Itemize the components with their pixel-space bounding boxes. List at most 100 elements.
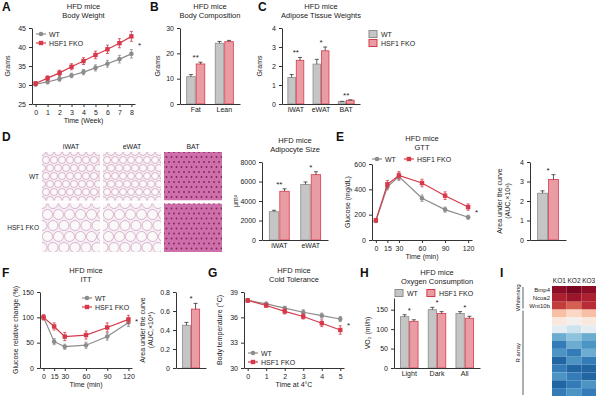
cell-nucleus — [181, 196, 183, 198]
adipocyte — [98, 232, 101, 242]
y-axis-title: Area under the curve — [496, 168, 503, 233]
cell-nucleus — [173, 181, 175, 183]
cell-nucleus — [206, 166, 208, 168]
cell-nucleus — [166, 186, 168, 188]
x-tick-mark — [445, 240, 446, 243]
error-bar — [53, 339, 56, 345]
y-axis: 2530354045 — [18, 25, 32, 108]
cell-nucleus — [166, 218, 168, 220]
bar — [269, 212, 278, 240]
cell-nucleus — [208, 233, 210, 235]
cell-nucleus — [166, 208, 168, 210]
y-tick-label: 20 — [166, 50, 174, 57]
adipocyte — [92, 221, 100, 231]
adipocyte — [136, 157, 143, 164]
adipocyte — [156, 197, 162, 201]
adipocyte — [109, 243, 119, 253]
cell-nucleus — [216, 228, 218, 230]
y-tick: 30 — [166, 25, 180, 32]
error-bar — [315, 59, 319, 64]
x-axis: 015306090120 — [373, 240, 475, 252]
adipocyte — [81, 221, 91, 231]
cell-nucleus — [168, 204, 170, 205]
data-point — [81, 70, 86, 75]
cell-nucleus — [218, 171, 220, 173]
column-label: eWAT — [123, 143, 142, 150]
x-tick-label: 120 — [463, 245, 475, 252]
x-tick: 5 — [339, 368, 343, 380]
x-tick-mark — [107, 368, 108, 371]
column-label: KO2 — [567, 277, 580, 284]
data-point — [84, 333, 88, 337]
cell-nucleus — [186, 228, 188, 230]
data-point — [443, 207, 448, 212]
legend: WTHSF1 FKO — [82, 295, 130, 311]
legend-label: WT — [261, 350, 273, 357]
adipocyte — [70, 243, 80, 253]
y-tick-mark — [527, 162, 530, 163]
bar — [400, 317, 408, 368]
chart: 02000400060008000iWATeWATμm²HFD miceAdip… — [232, 136, 329, 249]
image-background — [42, 204, 100, 253]
y-tick: 0.6 — [160, 308, 176, 315]
adipocyte — [70, 204, 80, 209]
panel-letter: F — [2, 266, 9, 280]
x-tick-mark — [65, 368, 66, 371]
y-tick-label: 3 — [520, 178, 524, 185]
x-tick-mark — [340, 368, 341, 371]
cell-nucleus — [168, 161, 170, 163]
adipocyte — [47, 181, 54, 188]
cell-nucleus — [206, 228, 208, 230]
x-axis — [531, 240, 567, 241]
y-tick: 30 — [18, 82, 32, 89]
cell-nucleus — [206, 218, 208, 220]
x-tick-mark — [72, 104, 73, 107]
x-tick-label: 90 — [104, 373, 112, 380]
adipocyte — [87, 197, 94, 201]
x-axis-title: Time (Week) — [64, 117, 104, 125]
adipocyte — [131, 243, 141, 253]
plot-area — [187, 40, 234, 104]
x-tick-label: eWAT — [301, 242, 320, 249]
cell-nucleus — [218, 213, 220, 215]
cell-nucleus — [216, 208, 218, 210]
cell-nucleus — [216, 218, 218, 220]
row-label: WT — [29, 173, 39, 180]
x-tick-label: 30 — [396, 245, 404, 252]
x-tick: BAT — [340, 106, 354, 113]
data-point — [466, 215, 471, 220]
error-bar — [118, 55, 121, 63]
bar — [296, 60, 304, 104]
adipocyte — [95, 181, 101, 188]
cell-nucleus — [171, 176, 173, 178]
adipocyte — [109, 204, 119, 209]
y-axis-title: Grams — [256, 55, 263, 77]
cell-nucleus — [218, 161, 220, 163]
error-bar — [194, 303, 198, 309]
x-tick-mark — [422, 240, 423, 243]
cell-nucleus — [173, 223, 175, 225]
x-tick-label: Lean — [216, 106, 232, 113]
cell-nucleus — [208, 204, 210, 205]
chart: 01234Area under the curve(AUC,×10³)* — [496, 159, 567, 244]
legend-label: WT — [95, 295, 107, 302]
cell-nucleus — [208, 223, 210, 225]
adipocyte — [112, 189, 119, 196]
y-tick-mark — [369, 164, 372, 165]
heatmap-cell — [567, 388, 582, 396]
cell-nucleus — [166, 238, 168, 240]
chart-title: Adipose Tissue Weights — [281, 11, 361, 20]
bar — [538, 193, 548, 240]
y-tick: 35 — [18, 63, 32, 70]
data-point — [246, 298, 250, 302]
plot-area — [400, 307, 473, 368]
cell-nucleus — [186, 166, 188, 168]
adipocyte — [124, 165, 131, 172]
cell-nucleus — [203, 161, 205, 163]
cell-nucleus — [171, 208, 173, 210]
y-tick-mark — [279, 66, 282, 67]
x-tick-mark — [84, 104, 85, 107]
annotation: * — [463, 303, 466, 312]
error-bar — [218, 41, 222, 43]
x-tick: 90 — [104, 368, 112, 380]
